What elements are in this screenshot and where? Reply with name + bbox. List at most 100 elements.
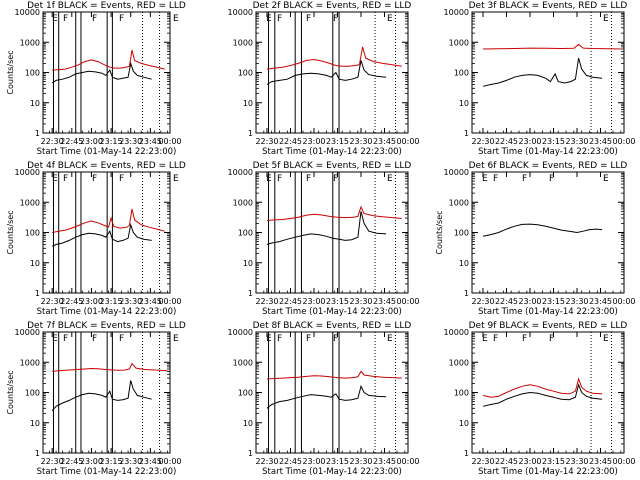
x-tick-label: 22:30 [471, 297, 494, 306]
y-tick-label: 10 [30, 259, 40, 268]
x-tick-label: 00:00 [396, 137, 419, 146]
series-red-line [52, 208, 165, 233]
x-tick-label: 23:30 [119, 137, 142, 146]
y-tick-label: 10000 [15, 8, 40, 17]
corner-label: F [277, 14, 282, 24]
x-axis-label: Start Time (01-May-14 22:23:00) [478, 307, 618, 317]
y-tick-label: 100 [454, 389, 469, 398]
x-tick-label: 22:30 [471, 457, 494, 466]
plot-det-4: Det 4f BLACK = Events, RED = LLD 1 10 100 10… [6, 161, 186, 317]
corner-label: F [63, 334, 68, 344]
plot-frame [471, 171, 625, 294]
x-tick-label: 23:30 [349, 457, 372, 466]
y-axis-label: Counts/sec [6, 370, 15, 414]
y-tick-label: 100 [454, 69, 469, 78]
corner-label: F [119, 334, 124, 344]
corner-label: E [266, 14, 272, 24]
corner-label: F [306, 334, 311, 344]
corner-label: F [119, 174, 124, 184]
corner-label: F [493, 334, 498, 344]
x-tick-label: 22:45 [495, 457, 518, 466]
y-tick-label: 1 [248, 129, 253, 138]
corner-label: E [52, 174, 58, 184]
x-axis-label: Start Time (01-May-14 22:23:00) [37, 147, 177, 157]
x-tick-label: 23:00 [518, 297, 541, 306]
y-tick-label: 10000 [15, 168, 40, 177]
plot-det-1: Det 1f BLACK = Events, RED = LLD 1 10 100 10… [6, 1, 186, 157]
y-tick-label: 10000 [444, 8, 469, 17]
plot-frame [42, 11, 171, 134]
series-black-line [482, 223, 603, 237]
x-tick-label: 22:45 [279, 457, 302, 466]
y-tick-label: 100 [238, 229, 253, 238]
x-tick-label: 00:00 [158, 137, 181, 146]
x-tick-label: 00:00 [612, 137, 635, 146]
y-tick-label: 1 [35, 449, 40, 458]
x-tick-label: 23:15 [100, 137, 123, 146]
x-tick-label: 23:00 [518, 137, 541, 146]
plot-frame [42, 331, 171, 454]
plot-title: Det 2f BLACK = Events, RED = LLD [253, 1, 412, 11]
x-tick-label: 23:45 [373, 297, 396, 306]
series-black-line [266, 211, 387, 245]
x-tick-label: 23:00 [80, 457, 103, 466]
corner-label: F [277, 334, 282, 344]
corner-label: F [63, 174, 68, 184]
y-tick-label: 10 [459, 259, 469, 268]
y-tick-label: 1 [248, 449, 253, 458]
series-red-line [482, 377, 603, 398]
plot-title: Det 3f BLACK = Events, RED = LLD [469, 1, 628, 11]
corner-label: E [387, 174, 393, 184]
corner-label: E [482, 334, 488, 344]
y-tick-label: 10 [459, 99, 469, 108]
corner-label: E [52, 14, 58, 24]
y-tick-label: 1 [35, 289, 40, 298]
plot-det-2: Det 2f BLACK = Events, RED = LLD 1 10 100 10… [228, 1, 420, 157]
y-axis-label: Counts/sec [435, 210, 444, 254]
x-axis-label: Start Time (01-May-14 22:23:00) [262, 467, 402, 477]
x-tick-label: 23:00 [302, 137, 325, 146]
corner-label: F [119, 14, 124, 24]
x-tick-label: 00:00 [158, 457, 181, 466]
plot-det-8: Det 8f BLACK = Events, RED = LLD 1 10 100 10… [228, 321, 420, 477]
corner-label: F [549, 174, 554, 184]
plot-frame [471, 11, 625, 134]
corner-label: F [493, 174, 498, 184]
corner-label: F [522, 334, 527, 344]
y-tick-label: 1000 [449, 358, 469, 367]
x-tick-label: 23:00 [80, 137, 103, 146]
x-tick-label: 23:15 [326, 457, 349, 466]
x-tick-label: 23:45 [589, 137, 612, 146]
y-tick-label: 10 [30, 99, 40, 108]
plot-title: Det 8f BLACK = Events, RED = LLD [253, 321, 412, 331]
x-tick-label: 23:00 [80, 297, 103, 306]
x-tick-label: 23:00 [518, 457, 541, 466]
x-tick-label: 23:45 [139, 457, 162, 466]
x-tick-label: 23:15 [542, 457, 565, 466]
y-tick-label: 10000 [228, 328, 253, 337]
x-tick-label: 00:00 [396, 457, 419, 466]
plot-title: Det 7f BLACK = Events, RED = LLD [27, 321, 186, 331]
x-axis-label: Start Time (01-May-14 22:23:00) [37, 467, 177, 477]
plot-det-6: Det 6f BLACK = Events, RED = LLD 1 10 100 10… [435, 161, 636, 317]
corner-label: F [92, 14, 97, 24]
corner-label: E [387, 14, 393, 24]
corner-label: F [63, 14, 68, 24]
corner-label: F [522, 174, 527, 184]
y-tick-label: 1 [248, 289, 253, 298]
x-tick-label: 23:15 [100, 457, 123, 466]
plot-det-3: Det 3f BLACK = Events, RED = LLD 1 10 100 10… [444, 1, 636, 157]
x-tick-label: 00:00 [158, 297, 181, 306]
y-tick-label: 100 [238, 69, 253, 78]
y-tick-label: 1 [464, 289, 469, 298]
x-axis-label: Start Time (01-May-14 22:23:00) [478, 147, 618, 157]
series-black-line [482, 57, 603, 87]
series-red-line [52, 49, 165, 71]
corner-label: F [92, 334, 97, 344]
y-tick-label: 1 [35, 129, 40, 138]
y-tick-label: 1000 [233, 358, 253, 367]
y-tick-label: 100 [454, 229, 469, 238]
corner-label: F [92, 174, 97, 184]
y-tick-label: 10 [459, 419, 469, 428]
y-tick-label: 1000 [233, 38, 253, 47]
